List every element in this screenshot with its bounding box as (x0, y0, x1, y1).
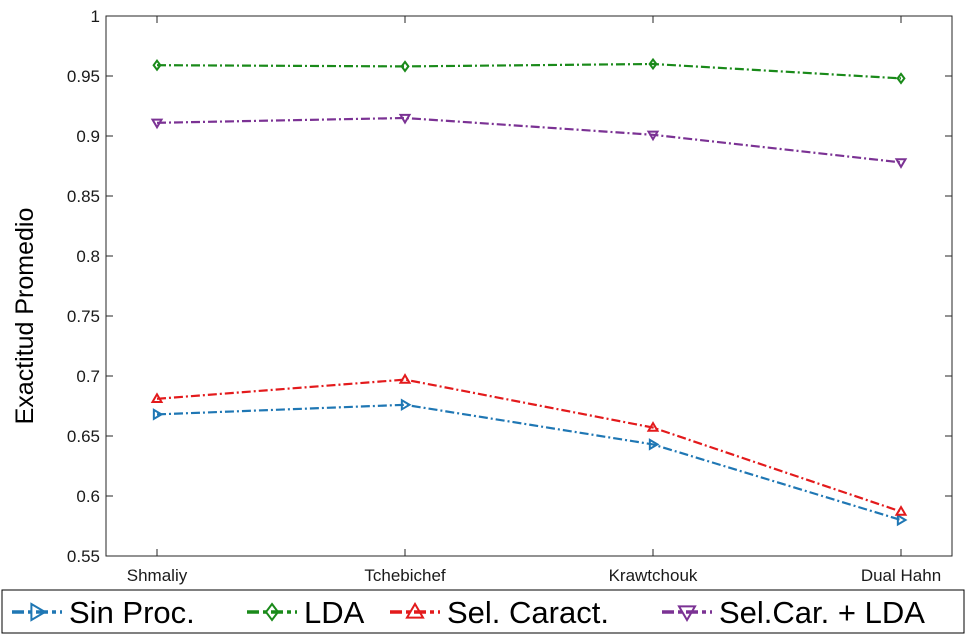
data-point (896, 72, 906, 85)
x-tick-label: Krawtchouk (609, 566, 698, 585)
legend-item: Sel.Car. + LDA (662, 595, 925, 630)
series-line (156, 62, 902, 80)
data-point (894, 158, 908, 169)
legend-item: Sin Proc. (12, 595, 195, 630)
series-group (150, 57, 908, 527)
legend-label: Sin Proc. (69, 595, 195, 630)
x-tick-label: Tchebichef (364, 566, 446, 585)
data-point (150, 118, 164, 130)
y-tick-label: 1 (91, 7, 100, 26)
y-tick-label: 0.95 (67, 67, 100, 86)
series-line (156, 403, 902, 522)
y-tick-label: 0.7 (76, 367, 100, 386)
series-3 (150, 113, 908, 169)
y-tick-label: 0.6 (76, 487, 100, 506)
data-point (894, 505, 908, 516)
legend-label: Sel.Car. + LDA (719, 595, 925, 630)
legend-label: Sel. Caract. (447, 595, 609, 630)
data-point (896, 513, 908, 527)
data-point (648, 438, 660, 451)
data-point (152, 408, 164, 421)
x-ticks: Shmaliy Tchebichef Krawtchouk Dual Hahn (127, 16, 941, 585)
legend-item: Sel. Caract. (390, 595, 609, 630)
data-point (398, 373, 412, 384)
y-tick-label: 0.9 (76, 127, 100, 146)
data-point (646, 130, 660, 142)
axes (105, 15, 953, 557)
y-ticks: 0.55 0.6 0.65 0.7 0.75 0.8 0.85 0.9 0.95 1 (67, 7, 952, 566)
data-point (400, 398, 412, 412)
data-point (398, 113, 412, 125)
legend: Sin Proc. LDA Sel. Caract. Sel.Car. + LDA (1, 589, 965, 634)
data-point (152, 59, 162, 72)
legend-marker (677, 605, 697, 622)
data-point (646, 421, 660, 432)
data-point (400, 60, 410, 73)
legend-label: LDA (304, 595, 365, 630)
y-tick-label: 0.85 (67, 187, 100, 206)
legend-box (1, 589, 965, 634)
legend-marker (264, 602, 280, 622)
legend-marker (405, 602, 425, 619)
series-2 (150, 373, 908, 516)
y-tick-label: 0.55 (67, 547, 100, 566)
data-point (150, 392, 164, 403)
series-0 (152, 398, 908, 527)
legend-marker (30, 602, 47, 622)
y-tick-label: 0.75 (67, 307, 100, 326)
x-tick-label: Shmaliy (127, 566, 188, 585)
y-tick-label: 0.8 (76, 247, 100, 266)
series-line (156, 378, 902, 513)
y-tick-label: 0.65 (67, 427, 100, 446)
series-line (156, 116, 902, 164)
plot-frame (105, 15, 953, 557)
y-axis-label: Exactitud Promedio (11, 208, 39, 425)
legend-item: LDA (247, 595, 365, 630)
series-1 (152, 57, 906, 85)
x-tick-label: Dual Hahn (861, 566, 941, 585)
data-point (648, 57, 658, 71)
